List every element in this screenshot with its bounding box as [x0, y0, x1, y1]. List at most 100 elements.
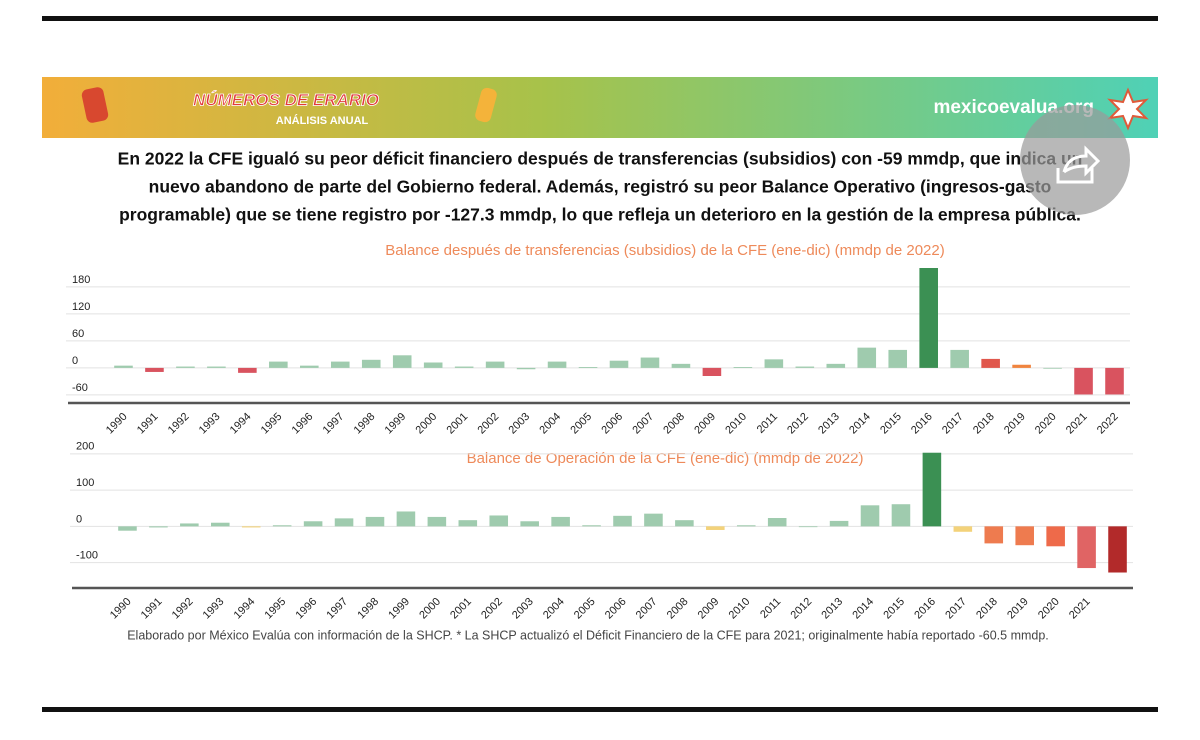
bar: [644, 513, 663, 527]
y-tick-label: -60: [72, 382, 88, 394]
x-tick-label: 2012: [785, 411, 811, 437]
bar: [423, 362, 443, 368]
bar: [1105, 367, 1124, 395]
x-tick-label: 2000: [414, 411, 440, 437]
x-tick-label: 2020: [1036, 596, 1062, 622]
y-tick-label: 0: [76, 513, 82, 525]
headline: En 2022 la CFE igualó su peor déficit fi…: [118, 149, 1083, 169]
x-tick-label: 1991: [139, 596, 165, 622]
x-tick-label: 2008: [661, 411, 687, 437]
x-tick-label: 2008: [665, 596, 691, 622]
bar: [1074, 367, 1093, 395]
share-button[interactable]: [1020, 105, 1130, 215]
bar: [578, 367, 598, 368]
bar: [888, 349, 908, 368]
bar: [427, 516, 447, 527]
x-tick-label: 1997: [321, 411, 347, 437]
bar: [733, 367, 753, 368]
x-tick-label: 1995: [263, 596, 289, 622]
bar: [118, 526, 137, 531]
x-tick-label: 1993: [197, 411, 223, 437]
bottom-rule: [42, 707, 1158, 712]
x-tick-label: 2004: [541, 596, 567, 622]
x-tick-label: 2003: [510, 596, 536, 622]
x-tick-label: 2002: [475, 411, 501, 437]
bar: [241, 526, 261, 528]
x-tick-label: 2003: [506, 411, 532, 437]
x-tick-label: 2010: [727, 596, 753, 622]
bar: [671, 363, 691, 368]
x-tick-label: 1996: [293, 596, 319, 622]
x-tick-label: 1999: [383, 411, 409, 437]
bar: [1077, 526, 1096, 569]
bar: [764, 359, 784, 368]
y-tick-label: 60: [72, 328, 84, 340]
x-tick-label: 2021: [1064, 411, 1090, 437]
x-tick-label: 1992: [170, 596, 196, 622]
bar: [520, 521, 539, 527]
x-tick-label: 1997: [324, 596, 350, 622]
x-tick-label: 2017: [943, 596, 969, 622]
bar: [1108, 526, 1127, 573]
x-tick-label: 1996: [290, 411, 316, 437]
x-tick-label: 1999: [386, 596, 412, 622]
x-tick-label: 1991: [135, 411, 161, 437]
x-tick-label: 2016: [912, 596, 938, 622]
bar: [857, 347, 877, 368]
headline: programable) que se tiene registro por -…: [119, 205, 1081, 225]
x-tick-label: 1995: [259, 411, 285, 437]
x-tick-label: 1998: [352, 411, 378, 437]
x-tick-label: 1990: [104, 411, 130, 437]
bar: [516, 367, 536, 370]
x-tick-label: 2012: [789, 596, 815, 622]
bar: [145, 367, 164, 372]
bar: [1012, 364, 1031, 368]
bar: [272, 525, 292, 527]
bar: [706, 526, 725, 530]
bar: [551, 516, 570, 527]
x-tick-label: 2015: [881, 596, 907, 622]
x-tick-label: 2005: [568, 411, 594, 437]
x-tick-label: 2014: [847, 411, 873, 437]
bar: [767, 518, 787, 527]
y-tick-label: 200: [76, 441, 94, 453]
x-tick-label: 2018: [974, 596, 1000, 622]
x-tick-label: 2011: [755, 411, 780, 436]
bar: [485, 361, 505, 368]
x-tick-label: 2000: [417, 596, 443, 622]
x-tick-label: 2010: [723, 411, 749, 437]
x-tick-label: 1990: [108, 596, 134, 622]
x-tick-label: 2018: [971, 411, 997, 437]
bar: [269, 361, 288, 368]
bar: [922, 452, 942, 527]
x-tick-label: 2019: [1002, 411, 1028, 437]
bar: [238, 367, 257, 373]
bar: [207, 366, 226, 368]
bar: [392, 355, 412, 368]
bar: [795, 366, 815, 368]
x-tick-label: 2017: [940, 411, 966, 437]
bar: [361, 359, 381, 368]
bar: [829, 520, 849, 527]
bar: [953, 526, 973, 532]
x-tick-label: 2013: [819, 596, 845, 622]
subbrand: ANÁLISIS ANUAL: [276, 114, 369, 127]
bar: [211, 522, 230, 527]
x-tick-label: 2014: [850, 596, 876, 622]
x-tick-label: 2021: [1067, 596, 1093, 622]
bar: [458, 520, 478, 527]
bar: [613, 515, 632, 527]
x-tick-label: 1998: [355, 596, 381, 622]
x-tick-label: 2006: [599, 411, 625, 437]
bar: [640, 357, 660, 368]
bar: [1043, 367, 1062, 369]
bar: [736, 525, 756, 527]
bar: [981, 358, 1000, 368]
x-tick-label: 2007: [634, 596, 660, 622]
brand: NÚMEROS DE ERARIO: [193, 90, 379, 109]
bar: [489, 515, 509, 527]
x-tick-label: 2019: [1005, 596, 1031, 622]
chart-title: Balance después de transferencias (subsi…: [385, 242, 944, 259]
x-tick-label: 2013: [816, 411, 842, 437]
